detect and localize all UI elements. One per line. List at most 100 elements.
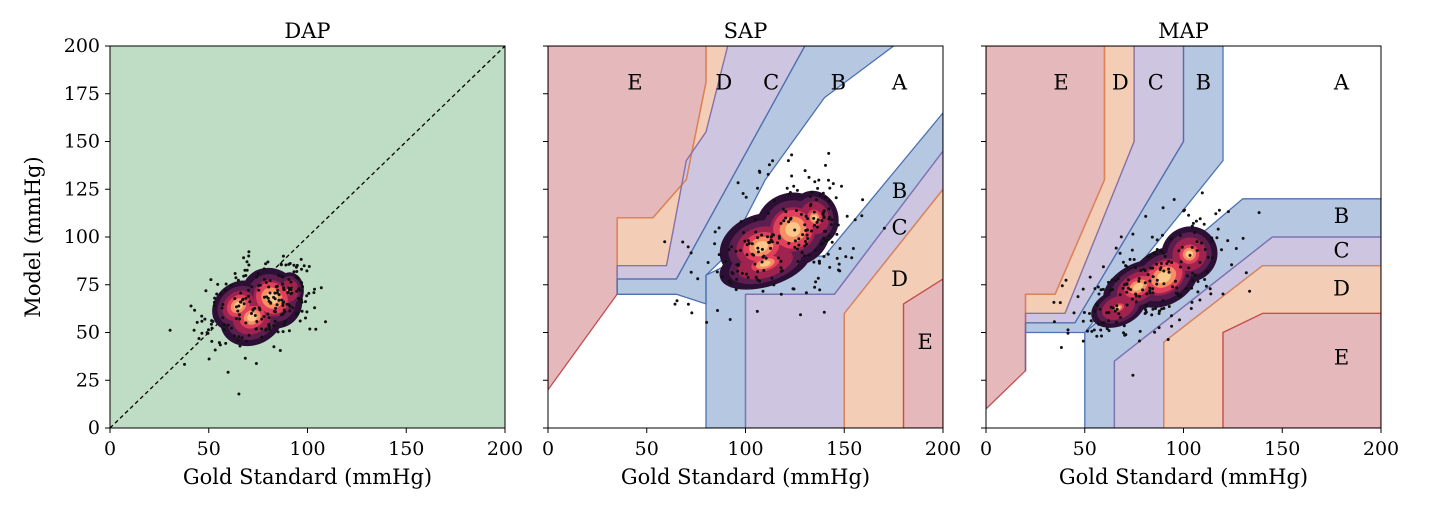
scatter-point (282, 308, 286, 312)
scatter-point (1208, 287, 1212, 291)
scatter-point (200, 314, 204, 318)
scatter-point (262, 436, 265, 439)
scatter-point (1107, 280, 1110, 284)
scatter-point (238, 313, 241, 317)
scatter-point (796, 260, 800, 263)
scatter-point (1194, 219, 1198, 223)
zone-e-boundary (902, 278, 943, 428)
scatter-point (1081, 339, 1085, 343)
scatter-point (1097, 292, 1101, 296)
y-axis-label-dap: Model (mmHg) (21, 156, 45, 317)
scatter-point (1155, 262, 1158, 266)
scatter-point (226, 323, 230, 327)
scatter-point (1125, 265, 1129, 269)
scatter-map (1052, 191, 1261, 377)
scatter-point (754, 275, 758, 279)
scatter-point (1195, 240, 1199, 244)
scatter-point (762, 269, 766, 272)
scatter-point (312, 291, 316, 295)
scatter-point (1088, 312, 1091, 315)
scatter-point (686, 245, 690, 249)
scatter-point (827, 207, 831, 211)
scatter-point (795, 209, 798, 212)
scatter-point (213, 348, 217, 352)
scatter-point (821, 241, 824, 245)
zone-b-boundary (616, 46, 895, 305)
scatter-point (813, 248, 817, 252)
scatter-point (828, 186, 832, 190)
zone-b-boundary (1024, 46, 1224, 372)
scatter-point (882, 226, 886, 230)
scatter-point (814, 198, 818, 202)
scatter-point (1151, 291, 1155, 295)
scatter-point (1165, 262, 1169, 265)
scatter-point (812, 210, 816, 214)
scatter-point (1137, 279, 1141, 283)
scatter-point (1144, 303, 1148, 307)
scatter-point (295, 270, 299, 273)
scatter-point (816, 276, 820, 280)
scatter-point (307, 265, 311, 268)
scatter-point (803, 244, 807, 248)
scatter-point (835, 256, 839, 260)
scatter-point (1178, 265, 1182, 269)
scatter-point (1154, 252, 1158, 256)
scatter-point (690, 311, 694, 315)
scatter-point (1206, 255, 1210, 259)
scatter-point (769, 246, 772, 250)
scatter-point (247, 263, 251, 267)
scatter-point (1148, 286, 1152, 290)
scatter-point (1202, 222, 1206, 226)
scatter-point (1190, 224, 1194, 228)
scatter-point (1138, 339, 1141, 343)
scatter-point (816, 218, 820, 222)
scatter-point (200, 319, 204, 323)
scatter-point (1191, 271, 1195, 275)
scatter-point (706, 261, 710, 264)
scatter-point (795, 188, 799, 192)
scatter-point (1166, 338, 1170, 341)
scatter-point (1066, 328, 1070, 332)
scatter-point (275, 303, 279, 307)
scatter-point (264, 328, 268, 332)
scatter-point (200, 331, 204, 335)
scatter-point (1123, 283, 1126, 287)
scatter-point (210, 326, 214, 330)
scatter-point (1134, 294, 1138, 298)
scatter-point (828, 215, 832, 219)
scatter-point (1214, 212, 1218, 216)
scatter-point (262, 315, 266, 318)
scatter-point (234, 305, 238, 309)
zone-d-region (617, 46, 728, 295)
scatter-point (1100, 334, 1103, 338)
scatter-point (1114, 246, 1118, 250)
density-contour (785, 222, 801, 237)
y-tick-label: 125 (64, 178, 100, 200)
scatter-point (818, 193, 822, 197)
scatter-point (742, 231, 746, 235)
scatter-point (314, 327, 318, 331)
zone-d-region (844, 189, 943, 428)
scatter-point (319, 286, 323, 290)
scatter-point (1126, 278, 1130, 282)
scatter-point (1118, 251, 1122, 255)
scatter-point (1052, 320, 1056, 324)
scatter-point (1185, 274, 1189, 278)
scatter-point (771, 159, 775, 163)
y-tick-label: 25 (76, 369, 100, 391)
scatter-point (276, 330, 280, 334)
scatter-point (209, 278, 213, 282)
scatter-point (251, 308, 255, 311)
scatter-point (1185, 287, 1188, 291)
scatter-point (221, 316, 225, 320)
scatter-point (779, 266, 783, 270)
scatter-point (1248, 289, 1252, 293)
scatter-point (241, 298, 245, 302)
scatter-point (272, 309, 276, 313)
scatter-point (767, 241, 771, 244)
scatter-point (1086, 329, 1089, 333)
scatter-point (287, 329, 291, 333)
scatter-point (786, 159, 790, 163)
